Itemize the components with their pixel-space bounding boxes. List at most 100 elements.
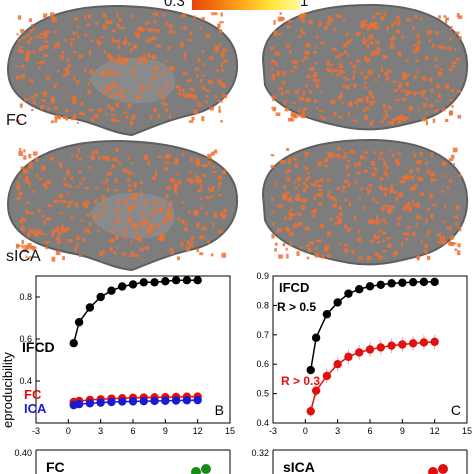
activation-speckle [207,187,211,191]
activation-speckle [373,21,378,25]
activation-speckle [124,36,127,42]
y-axis-label: eproducibility [0,352,15,428]
colorbar-max-label: 1 [300,0,309,10]
activation-speckle [171,30,176,34]
activation-speckle [294,163,299,168]
data-point [118,397,127,406]
activation-speckle [293,65,298,69]
activation-speckle [404,74,407,79]
activation-speckle [16,33,19,36]
y-tick-label: 0.40 [14,448,32,458]
activation-speckle [214,45,219,50]
activation-speckle [57,70,60,73]
activation-speckle [65,69,70,73]
data-point [311,333,321,342]
activation-speckle [19,46,23,49]
activation-speckle [154,67,159,71]
activation-speckle [370,95,375,99]
activation-speckle [300,13,305,18]
activation-speckle [456,89,461,93]
activation-speckle [210,188,214,193]
activation-speckle [276,227,282,233]
activation-speckle [43,40,48,43]
activation-speckle [135,197,138,202]
activation-speckle [39,36,42,40]
activation-speckle [372,100,377,104]
activation-speckle [201,226,207,231]
activation-speckle [284,107,289,112]
data-point [398,340,407,349]
activation-speckle [88,108,93,112]
activation-speckle [160,238,165,241]
activation-speckle [325,165,328,168]
activation-speckle [32,189,36,193]
activation-speckle [333,112,337,117]
activation-speckle [218,194,223,197]
activation-speckle [99,251,104,257]
activation-speckle [171,249,174,255]
activation-speckle [131,14,135,18]
activation-speckle [50,96,56,101]
data-point [428,467,438,474]
activation-speckle [402,75,406,80]
activation-speckle [386,237,391,240]
activation-speckle [318,192,323,197]
activation-speckle [100,210,103,216]
activation-speckle [432,178,438,182]
data-point [306,407,315,416]
activation-speckle [116,23,121,28]
activation-speckle [372,198,375,202]
activation-speckle [359,155,364,160]
activation-speckle [386,208,392,214]
activation-speckle [295,60,299,65]
activation-speckle [360,187,364,191]
activation-speckle [67,238,73,243]
activation-speckle [128,209,132,213]
activation-speckle [197,57,201,62]
activation-speckle [355,32,361,37]
y-tick-label: 0.6 [256,359,269,369]
activation-speckle [167,212,172,218]
activation-speckle [32,100,36,105]
data-point [344,352,353,362]
activation-speckle [16,196,21,201]
data-point [408,339,418,348]
activation-speckle [84,187,90,190]
activation-speckle [207,153,212,159]
activation-speckle [72,100,77,105]
activation-speckle [98,155,101,160]
data-point [376,343,385,352]
data-point [387,341,396,350]
activation-speckle [431,43,435,49]
activation-speckle [140,89,144,93]
activation-speckle [138,57,142,62]
activation-speckle [66,204,70,208]
brain-row2-label: sICA [6,248,41,265]
activation-speckle [409,169,414,173]
activation-speckle [216,68,219,72]
activation-speckle [414,75,417,80]
activation-speckle [290,114,295,118]
activation-speckle [221,170,227,174]
series-line [72,279,198,344]
activation-speckle [15,65,19,68]
activation-speckle [426,30,432,36]
activation-speckle [320,255,325,259]
activation-speckle [37,66,41,70]
activation-speckle [352,83,357,88]
activation-speckle [345,78,350,81]
activation-speckle [139,26,143,31]
activation-speckle [426,233,429,236]
activation-speckle [164,86,167,91]
activation-speckle [328,63,332,66]
activation-speckle [200,183,203,189]
activation-speckle [27,243,32,248]
activation-speckle [54,114,59,119]
activation-speckle [441,107,446,112]
activation-speckle [115,148,119,152]
activation-speckle [396,162,401,166]
activation-speckle [351,249,355,254]
activation-speckle [375,201,380,204]
activation-speckle [285,90,290,94]
activation-speckle [409,175,412,179]
